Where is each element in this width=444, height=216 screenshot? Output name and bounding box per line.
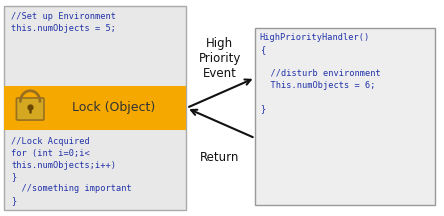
Text: //Lock Acquired
for (int i=0;i<
this.numObjects;i++)
}
  //something important
}: //Lock Acquired for (int i=0;i< this.num… <box>11 137 132 205</box>
FancyBboxPatch shape <box>255 28 435 205</box>
FancyBboxPatch shape <box>4 86 186 130</box>
Text: //Set up Environment
this.numObjects = 5;: //Set up Environment this.numObjects = 5… <box>11 12 116 33</box>
Text: HighPriorityHandler()
{

  //disturb environment
  This.numObjects = 6;

}: HighPriorityHandler() { //disturb enviro… <box>260 33 381 113</box>
Text: Return: Return <box>200 151 239 164</box>
Text: Lock (Object): Lock (Object) <box>71 102 155 114</box>
FancyBboxPatch shape <box>16 98 44 120</box>
Text: High
Priority
Event: High Priority Event <box>198 37 241 80</box>
FancyBboxPatch shape <box>4 6 186 210</box>
